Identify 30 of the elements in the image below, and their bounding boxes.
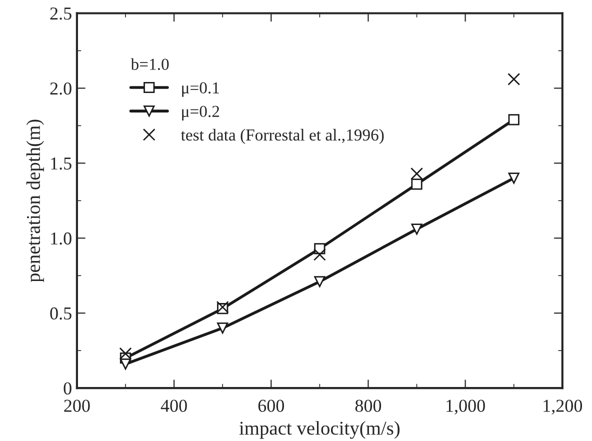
x-tick-label: 600: [258, 400, 284, 412]
point: [120, 358, 132, 370]
legend-label: μ=0.1: [182, 82, 219, 97]
y-tick-label: 1.0: [51, 232, 72, 245]
point: [217, 322, 228, 334]
point: [411, 224, 422, 235]
x-axis-title: impact velocity(m/s): [239, 421, 400, 439]
y-tick-label: 0.5: [50, 307, 72, 320]
legend-label: test data (Forrestal et al.,1996): [180, 128, 384, 144]
point: [508, 72, 520, 86]
x-tick-label: 200: [64, 400, 90, 412]
x-tick-label: 400: [160, 400, 187, 412]
point: [313, 248, 326, 261]
y-tick-label: 1.5: [51, 158, 72, 170]
x-tick-label: 1,000: [446, 400, 485, 414]
point: [508, 172, 520, 184]
y-tick-label: 2.0: [50, 82, 72, 95]
point: [314, 276, 326, 288]
x-tick-label: 800: [355, 400, 382, 412]
point: [119, 347, 132, 360]
point: [508, 114, 520, 126]
y-tick-label: 0: [64, 382, 72, 395]
point: [411, 178, 422, 190]
legend-title: b=1.0: [130, 58, 169, 70]
point: [410, 167, 424, 180]
x-tick-label: 1,200: [544, 400, 582, 414]
y-tick-label: 2.5: [50, 8, 72, 20]
point: [216, 300, 229, 314]
y-axis-title: penetration depth(m): [26, 120, 44, 282]
legend-label: μ=0.2: [182, 106, 220, 120]
